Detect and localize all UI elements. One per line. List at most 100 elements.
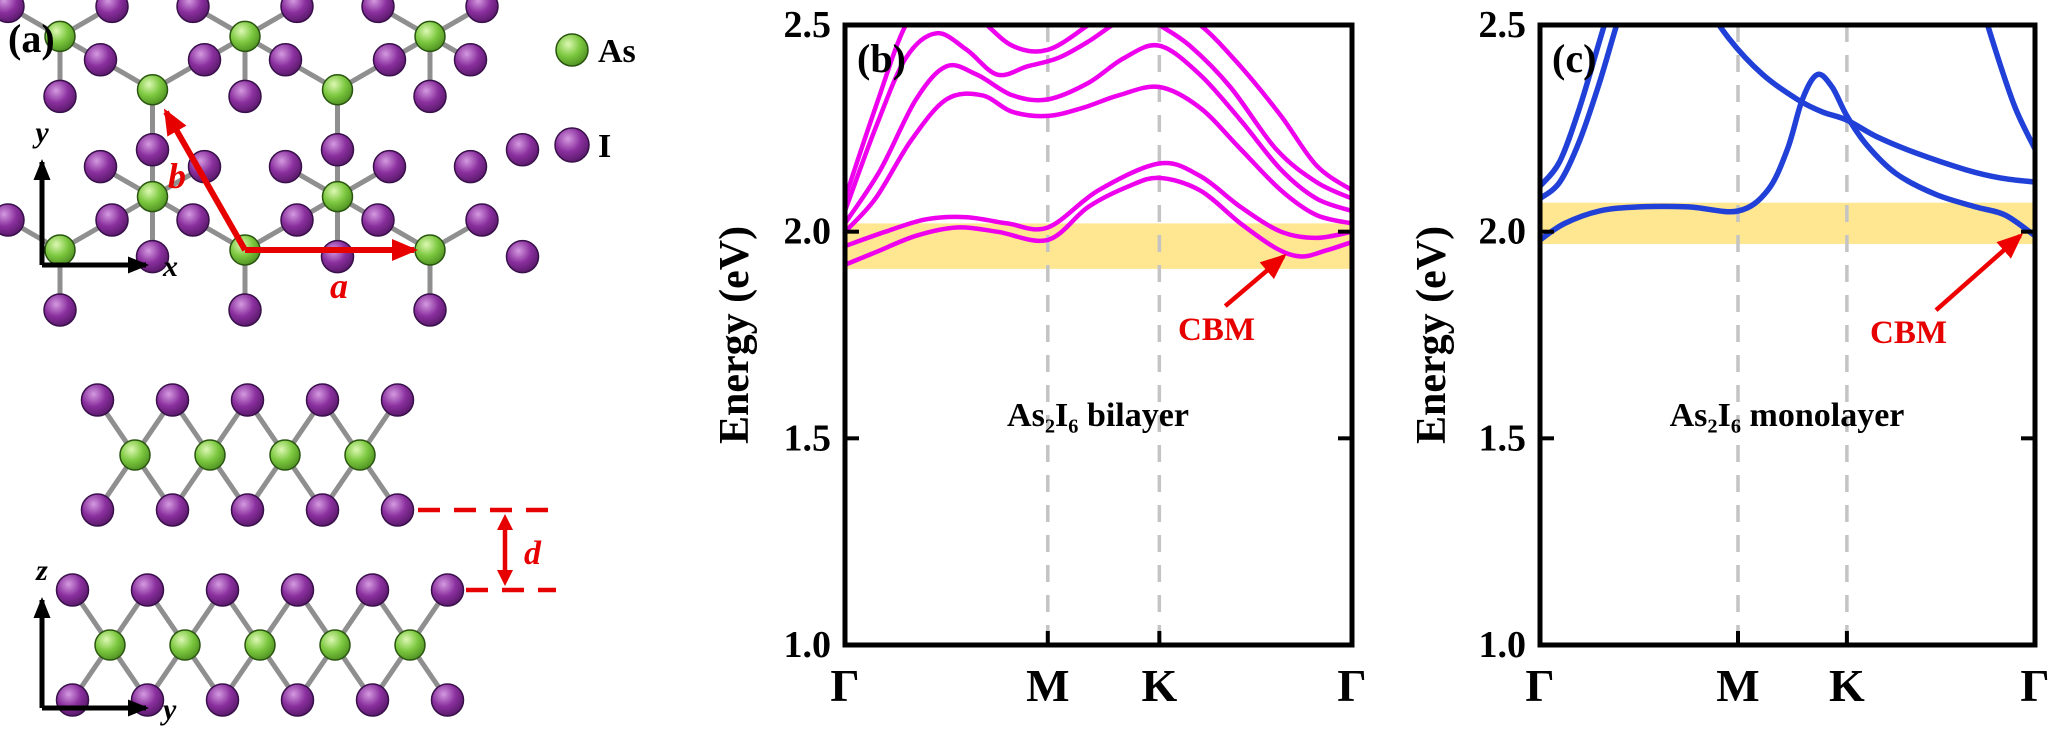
i-atom [453, 43, 488, 77]
as-atom [229, 20, 261, 53]
i-atom [228, 293, 262, 327]
panel-a-labels: (a) As I b a y x z y d [8, 16, 636, 726]
y-tick-label: 1.0 [784, 624, 832, 666]
as-atom [119, 439, 151, 471]
cbm-arrow [1223, 253, 1287, 308]
i-atom [55, 573, 90, 607]
i-atom [372, 149, 407, 184]
cbm-label-c: CBM [1870, 315, 1947, 351]
x-tick-label: Γ [1337, 660, 1366, 711]
distance-arrowhead-up [497, 514, 513, 530]
x-tick-label: M [1716, 660, 1759, 711]
i-atom [130, 573, 165, 607]
plot-border [842, 22, 1355, 648]
as-atom [44, 20, 76, 53]
as-atom [136, 74, 169, 106]
i-atom [135, 133, 170, 167]
x-tick-label: M [1026, 660, 1069, 711]
i-atom [280, 573, 315, 607]
i-atom [230, 493, 265, 527]
interlayer-distance-label: d [524, 535, 542, 572]
band-band5 [845, 25, 1352, 214]
legend-i-swatch [554, 127, 590, 163]
panel-c-labels: (c) As₂I₆ monolayer Energy (eV) CBM [1409, 36, 1947, 444]
as-atom [244, 629, 276, 661]
i-atom [55, 683, 90, 717]
i-atom [130, 683, 165, 717]
i-atom [280, 683, 315, 717]
i-atom [187, 43, 222, 77]
as-atom [394, 629, 426, 661]
plot-area-bilayer: 1.0 1.5 2.0 2.5 Γ M K Γ [784, 4, 1367, 711]
panel-b-labels: (b) As₂I₆ bilayer Energy (eV) CBM [712, 36, 1255, 444]
vector-b-arrow [163, 108, 248, 252]
as-atom [344, 439, 376, 471]
i-atom [505, 133, 540, 167]
i-atom [430, 573, 465, 607]
legend-as-swatch [555, 33, 589, 67]
as-atom [44, 234, 76, 266]
i-atom [505, 239, 540, 274]
i-atom [80, 383, 115, 417]
as-atom [194, 439, 226, 471]
i-atom [43, 293, 77, 327]
i-atom [453, 149, 488, 184]
band-band4 [845, 42, 1352, 226]
bilayer-title: As₂I₆ bilayer [1007, 397, 1189, 434]
i-atom [372, 43, 407, 77]
i-atom [280, 203, 314, 237]
energy-axis-label-c: Energy (eV) [1409, 226, 1455, 444]
band-structure-bilayer-panel: 1.0 1.5 2.0 2.5 Γ M K Γ (b) As₂I₆ bilayer Energ… [712, 4, 1367, 711]
i-atom [430, 683, 465, 717]
i-atom [155, 383, 190, 417]
i-atom [0, 0, 25, 24]
cbm-label-b: CBM [1178, 312, 1255, 348]
panel-b-label: (b) [857, 36, 906, 81]
i-atom [83, 43, 118, 77]
y-tick-label: 1.5 [1479, 417, 1527, 459]
as-atom [169, 629, 201, 661]
i-atom [305, 383, 340, 417]
i-atom [465, 0, 499, 24]
i-atom [83, 149, 118, 184]
i-atom [95, 0, 129, 24]
axis-y-label-top: y [32, 116, 49, 149]
y-tick-label: 1.5 [784, 417, 832, 459]
y-tick-label: 2.0 [1479, 211, 1527, 253]
i-atom [361, 0, 395, 24]
plot-border [1537, 22, 2038, 648]
panel-a-label: (a) [8, 16, 55, 61]
band-structure-monolayer-panel: 1.0 1.5 2.0 2.5 Γ M K Γ (c) As₂I₆ monolayer Ene… [1409, 4, 2048, 711]
i-atom [361, 203, 395, 237]
atomic-structure [0, 0, 540, 717]
i-atom [320, 133, 355, 167]
x-tick-label: K [1829, 660, 1865, 711]
distance-arrowhead-down [497, 570, 513, 586]
as-atom [321, 74, 354, 106]
x-tick-label: K [1141, 660, 1177, 711]
vector-a-label: a [330, 266, 348, 306]
panel-c-label: (c) [1552, 36, 1596, 81]
structure-annotations [33, 108, 556, 717]
i-atom [355, 573, 390, 607]
i-atom [355, 683, 390, 717]
energy-axis-label-b: Energy (eV) [712, 226, 758, 444]
i-atom [413, 293, 447, 327]
i-atom [280, 0, 314, 24]
as-atom [414, 20, 446, 53]
i-atom [205, 573, 240, 607]
crystal-structure-panel: (a) As I b a y x z y d [0, 0, 636, 726]
y-tick-label: 2.0 [784, 211, 832, 253]
band-band1 [845, 175, 1352, 267]
y-tick-label: 2.5 [784, 4, 832, 46]
i-atom [0, 203, 25, 237]
band-band3 [1540, 25, 1608, 189]
as-atom [321, 180, 354, 213]
axis-x-label-top: x [162, 250, 178, 283]
i-atom [305, 493, 340, 527]
axis-z-label-side: z [35, 554, 48, 587]
as-atom [269, 439, 301, 471]
band-band2 [1540, 25, 2035, 202]
x-tick-label: Γ [1525, 660, 1554, 711]
